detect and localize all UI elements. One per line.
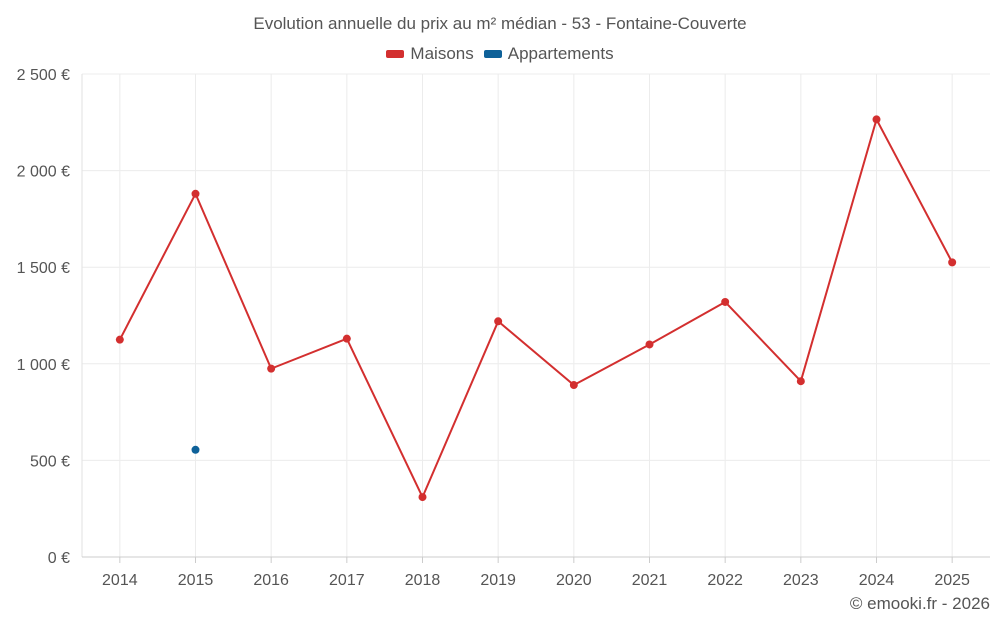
y-tick-label: 0 € — [48, 550, 70, 567]
y-tick-label: 1 000 € — [17, 357, 70, 374]
x-tick-label: 2024 — [859, 572, 895, 589]
data-point-maisons — [872, 115, 881, 124]
x-tick-label: 2022 — [707, 572, 743, 589]
chart-legend: Maisons Appartements — [0, 44, 1000, 64]
data-point-appartements — [191, 445, 200, 454]
x-tick-label: 2017 — [329, 572, 365, 589]
y-tick-label: 1 500 € — [17, 260, 70, 277]
legend-swatch-maisons — [386, 50, 405, 58]
y-tick-label: 500 € — [30, 453, 70, 470]
y-tick-label: 2 500 € — [17, 67, 70, 84]
data-point-maisons — [494, 317, 503, 326]
data-point-maisons — [418, 493, 427, 502]
x-tick-label: 2015 — [178, 572, 214, 589]
x-tick-label: 2014 — [102, 572, 138, 589]
legend-label-appartements: Appartements — [507, 44, 614, 63]
legend-item-appartements[interactable]: Appartements — [483, 44, 614, 64]
legend-item-maisons[interactable]: Maisons — [386, 44, 474, 64]
x-tick-label: 2018 — [405, 572, 441, 589]
chart-title: Evolution annuelle du prix au m² médian … — [253, 14, 747, 33]
data-point-maisons — [645, 340, 654, 349]
data-point-maisons — [191, 189, 200, 198]
data-point-maisons — [948, 258, 957, 267]
data-point-maisons — [569, 381, 578, 390]
legend-swatch-appartements — [483, 50, 502, 58]
x-tick-label: 2020 — [556, 572, 592, 589]
data-point-maisons — [721, 297, 730, 306]
y-tick-label: 2 000 € — [17, 164, 70, 181]
legend-label-maisons: Maisons — [410, 44, 474, 63]
credit-text: © emooki.fr - 2026 — [849, 594, 990, 613]
x-tick-label: 2019 — [480, 572, 516, 589]
x-tick-label: 2025 — [934, 572, 970, 589]
series-line-maisons — [118, 118, 954, 499]
x-tick-label: 2021 — [632, 572, 668, 589]
data-point-maisons — [342, 334, 351, 343]
data-point-maisons — [267, 364, 276, 373]
x-tick-label: 2023 — [783, 572, 819, 589]
x-tick-label: 2016 — [253, 572, 289, 589]
data-point-maisons — [115, 335, 124, 344]
data-point-maisons — [796, 377, 805, 386]
